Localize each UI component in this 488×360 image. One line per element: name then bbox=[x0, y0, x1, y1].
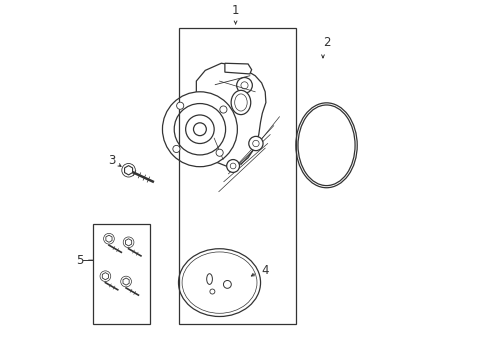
Text: 1: 1 bbox=[231, 4, 239, 17]
Circle shape bbox=[209, 289, 214, 294]
Bar bbox=[93, 224, 150, 324]
Circle shape bbox=[193, 123, 206, 136]
Polygon shape bbox=[124, 166, 132, 175]
Ellipse shape bbox=[297, 105, 354, 186]
Polygon shape bbox=[102, 273, 108, 280]
Circle shape bbox=[220, 106, 226, 113]
Circle shape bbox=[236, 77, 252, 93]
Polygon shape bbox=[125, 239, 131, 246]
Circle shape bbox=[223, 280, 231, 288]
Polygon shape bbox=[193, 63, 265, 167]
Polygon shape bbox=[123, 278, 129, 285]
Ellipse shape bbox=[178, 249, 260, 316]
Circle shape bbox=[252, 140, 259, 147]
Circle shape bbox=[241, 82, 247, 89]
Text: 4: 4 bbox=[261, 264, 268, 276]
Text: 3: 3 bbox=[108, 154, 115, 167]
Bar bbox=[178, 28, 296, 324]
Ellipse shape bbox=[295, 103, 357, 188]
Ellipse shape bbox=[206, 274, 212, 284]
Circle shape bbox=[174, 104, 225, 155]
Circle shape bbox=[185, 115, 214, 144]
Text: 2: 2 bbox=[322, 36, 329, 49]
Polygon shape bbox=[224, 63, 251, 74]
Ellipse shape bbox=[234, 94, 246, 111]
Circle shape bbox=[248, 136, 263, 150]
Circle shape bbox=[216, 149, 223, 156]
Circle shape bbox=[226, 159, 239, 172]
Ellipse shape bbox=[231, 90, 250, 114]
Circle shape bbox=[172, 145, 180, 153]
Circle shape bbox=[176, 102, 183, 109]
Polygon shape bbox=[105, 235, 112, 242]
Circle shape bbox=[230, 163, 235, 169]
Circle shape bbox=[162, 92, 237, 167]
Text: 5: 5 bbox=[76, 254, 83, 267]
